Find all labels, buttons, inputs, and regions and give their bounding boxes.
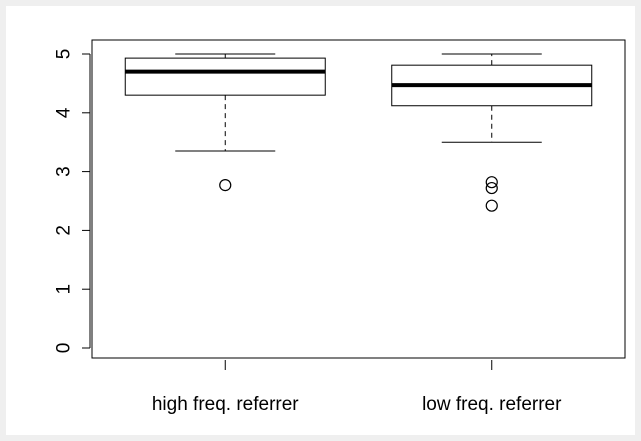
box-group: [124, 53, 326, 192]
y-tick-label: 4: [54, 107, 75, 118]
y-tick-label: 1: [54, 284, 75, 295]
x-axis: high freq. referrer low freq. referrer: [152, 360, 562, 415]
y-tick-label: 3: [54, 166, 75, 177]
x-tick-label: high freq. referrer: [152, 394, 299, 415]
box-group: [391, 53, 593, 212]
plot-area-border: [91, 39, 626, 359]
boxes: [124, 53, 593, 212]
y-tick-label: 5: [54, 49, 75, 60]
y-tick-label: 0: [54, 343, 75, 354]
boxplot-chart: 0 1 2 3 4 5 high freq. referrer low freq. refe…: [54, 39, 626, 415]
y-tick-label: 2: [54, 225, 75, 236]
box-iqr: [124, 57, 326, 96]
outlier-point: [485, 181, 498, 195]
outlier-point: [219, 179, 232, 192]
outlier-point: [485, 176, 498, 189]
y-axis: 0 1 2 3 4 5: [54, 49, 91, 354]
outlier-point: [485, 199, 498, 212]
chart-frame: 0 1 2 3 4 5 high freq. referrer low freq. refe…: [6, 6, 635, 435]
x-tick-label: low freq. referrer: [422, 394, 562, 415]
